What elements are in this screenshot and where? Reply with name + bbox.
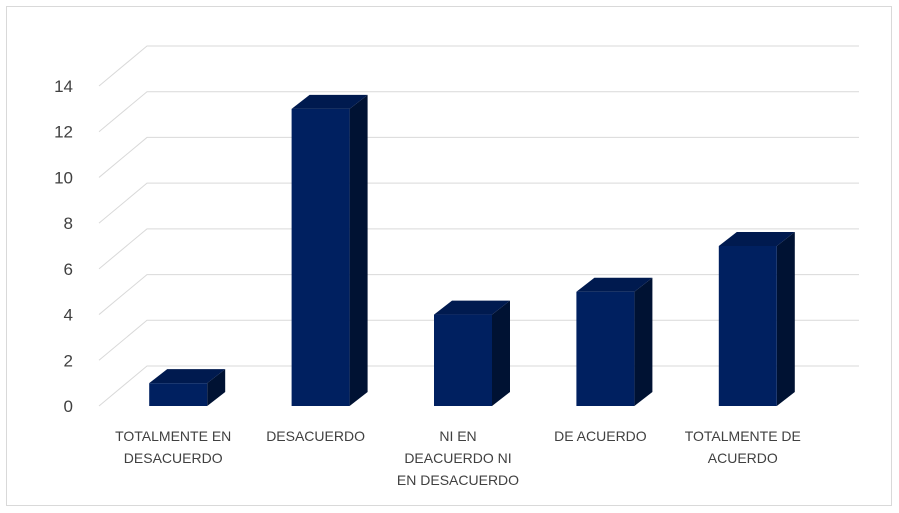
bar-front: [576, 291, 635, 406]
x-category-label: DESACUERDO: [266, 428, 365, 444]
bar-front: [718, 246, 777, 406]
x-category-label-line: DEACUERDO NI: [404, 450, 511, 466]
gridline: [98, 45, 859, 87]
gridline: [98, 274, 859, 315]
y-tick-label: 8: [64, 214, 73, 233]
gridline: [98, 91, 859, 133]
y-tick-label: 2: [64, 351, 73, 370]
bar-top: [434, 300, 510, 315]
x-category-label: TOTALMENTE EN DESACUERDO: [115, 428, 231, 466]
x-category-label: NI EN DEACUERDO NI EN DESACUERDO: [397, 428, 519, 488]
x-category-label-line: TOTALMENTE DE: [685, 428, 801, 444]
bar-front: [291, 108, 350, 406]
bars: [149, 94, 795, 406]
x-category-label-line: DE ACUERDO: [554, 428, 647, 444]
y-tick-label: 10: [54, 168, 73, 187]
bar-chart: 0 2 4 6 8 10 12 14 TOTALMENTE EN DESACUERDO DESACU…: [54, 45, 859, 488]
bar-side: [207, 369, 226, 406]
x-category-label-line: EN DESACUERDO: [397, 472, 519, 488]
bar: [434, 300, 510, 406]
x-category-label-line: ACUERDO: [708, 450, 778, 466]
y-tick-label: 14: [54, 77, 73, 96]
gridline: [98, 136, 859, 178]
y-tick-label: 12: [54, 123, 73, 142]
bar: [718, 232, 795, 406]
bar-side: [492, 300, 510, 406]
bar: [576, 277, 653, 406]
bar-top: [576, 277, 653, 292]
x-category-label-line: DESACUERDO: [124, 450, 223, 466]
bar-top: [718, 232, 795, 246]
bar-side: [776, 232, 795, 406]
bar-side: [349, 94, 368, 406]
y-tick-label: 0: [64, 397, 73, 416]
bar-front: [149, 383, 208, 406]
gridline: [98, 228, 859, 270]
bar: [149, 369, 226, 406]
y-tick-label: 6: [64, 260, 73, 279]
x-category-label: TOTALMENTE DE ACUERDO: [685, 428, 801, 466]
bar-top: [149, 369, 226, 384]
bar-front: [434, 314, 492, 406]
x-category-label-line: TOTALMENTE EN: [115, 428, 231, 444]
x-category-label-line: NI EN: [439, 428, 476, 444]
y-tick-label: 4: [64, 306, 73, 325]
gridline: [98, 182, 859, 224]
bar: [291, 94, 368, 406]
x-category-label: DE ACUERDO: [554, 428, 647, 444]
chart-frame: 0 2 4 6 8 10 12 14 TOTALMENTE EN DESACUERDO DESACU…: [6, 6, 892, 506]
bar-side: [634, 277, 653, 406]
bar-top: [291, 94, 368, 109]
gridlines: [98, 45, 859, 407]
x-category-label-line: DESACUERDO: [266, 428, 365, 444]
